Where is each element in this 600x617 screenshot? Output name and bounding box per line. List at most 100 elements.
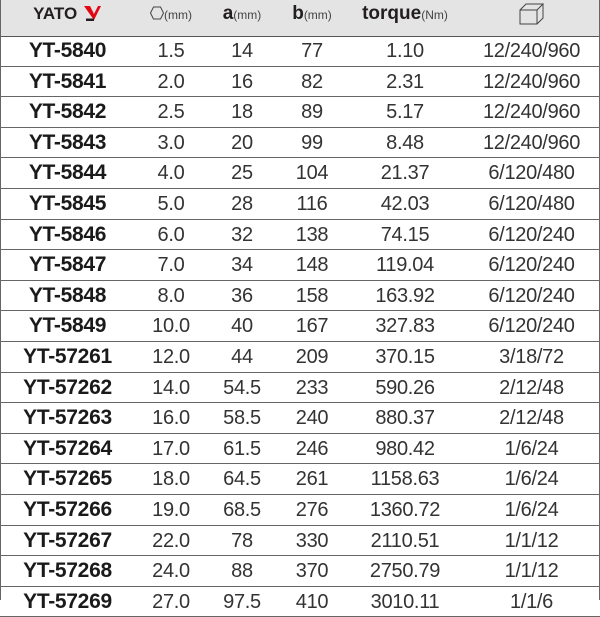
hex-size-cell: 10.0	[152, 315, 190, 338]
torque-unit: (Nm)	[421, 8, 448, 22]
a-size-cell: 58.5	[223, 407, 261, 430]
torque-header: torque(Nm)	[347, 0, 463, 36]
torque-cell: 21.37	[380, 162, 430, 185]
hex-size-cell: 2.5	[157, 101, 185, 124]
a-unit: (mm)	[233, 8, 262, 22]
torque-cell: 980.42	[375, 437, 435, 460]
torque-cell: 8.48	[386, 131, 424, 154]
b-size-cell: 410	[295, 590, 329, 613]
b-size-cell: 246	[295, 437, 329, 460]
package-header	[463, 0, 600, 36]
package-cell: 6/120/480	[488, 193, 575, 215]
table-border-left	[0, 0, 1, 600]
hex-size-cell: 12.0	[152, 346, 190, 368]
torque-label: torque	[362, 3, 422, 24]
model-cell: YT-57263	[23, 406, 112, 430]
package-cell: 6/120/240	[488, 223, 575, 246]
model-cell: YT-5846	[28, 222, 107, 246]
model-cell: YT-5849	[28, 314, 107, 338]
package-cell: 1/1/6	[510, 590, 553, 613]
b-size-cell: 261	[295, 468, 329, 491]
a-size-cell: 18	[231, 101, 253, 124]
a-size-cell: 40	[231, 315, 253, 338]
b-size-cell: 233	[295, 376, 329, 399]
package-cell: 12/240/960	[482, 101, 581, 124]
table-row: YT-5843 3.0 20 99 8.48 12/240/960	[0, 128, 600, 159]
b-label: b	[292, 3, 304, 24]
hex-size-cell: 8.0	[157, 284, 185, 307]
table-row: YT-57267 22.0 78 330 2110.51 1/1/12	[0, 526, 600, 557]
package-cell: 12/240/960	[482, 40, 581, 62]
hex-size-cell: 24.0	[152, 560, 190, 583]
torque-cell: 42.03	[380, 193, 430, 215]
model-cell: YT-5845	[28, 192, 107, 215]
a-size-cell: 16	[231, 70, 253, 93]
a-size-cell: 25	[231, 162, 253, 185]
table-row: YT-5848 8.0 36 158 163.92 6/120/240	[0, 281, 600, 312]
table-row: YT-5841 2.0 16 82 2.31 12/240/960	[0, 67, 600, 98]
package-cell: 6/120/480	[488, 162, 575, 185]
hex-size-cell: 27.0	[152, 590, 190, 613]
model-cell: YT-57266	[23, 498, 112, 521]
table-row: YT-5840 1.5 14 77 1.10 12/240/960	[0, 36, 600, 67]
b-size-cell: 240	[295, 407, 329, 430]
hex-unit: (mm)	[164, 8, 192, 22]
torque-cell: 119.04	[376, 254, 434, 277]
hex-size-cell: 16.0	[152, 407, 190, 430]
package-cell: 12/240/960	[482, 131, 581, 154]
torque-cell: 74.15	[380, 223, 430, 246]
model-cell: YT-57262	[23, 375, 112, 399]
package-cell: 1/1/12	[504, 529, 559, 552]
torque-cell: 880.37	[375, 407, 435, 430]
b-size-cell: 77	[301, 40, 323, 62]
package-cell: 6/120/240	[488, 254, 575, 277]
hex-size-cell: 18.0	[152, 468, 190, 491]
a-size-cell: 32	[231, 223, 253, 246]
model-cell: YT-57267	[23, 528, 112, 552]
hex-size-cell: 14.0	[152, 376, 190, 399]
b-size-cell: 370	[295, 560, 329, 583]
table-row: YT-57261 12.0 44 209 370.15 3/18/72	[0, 342, 600, 373]
hex-size-cell: 19.0	[152, 499, 190, 521]
table-row: YT-57265 18.0 64.5 261 1158.63 1/6/24	[0, 464, 600, 495]
a-size-cell: 44	[231, 346, 253, 368]
model-cell: YT-57268	[23, 559, 112, 583]
b-size-cell: 89	[301, 101, 323, 124]
a-size-cell: 34	[231, 254, 253, 277]
torque-cell: 3010.11	[370, 590, 440, 613]
b-size-cell: 116	[296, 193, 328, 215]
torque-cell: 163.92	[375, 284, 435, 307]
hex-size-cell: 6.0	[157, 223, 185, 246]
model-cell: YT-5847	[28, 253, 107, 277]
b-header: b(mm)	[277, 0, 347, 36]
a-size-cell: 64.5	[223, 468, 261, 491]
a-size-cell: 88	[231, 560, 253, 583]
package-cell: 1/6/24	[504, 499, 559, 521]
package-cell: 6/120/240	[488, 315, 575, 338]
a-size-cell: 54.5	[223, 376, 261, 399]
model-cell: YT-5840	[28, 39, 107, 62]
brand-name: YATO	[33, 4, 78, 23]
table-row: YT-5844 4.0 25 104 21.37 6/120/480	[0, 158, 600, 189]
model-cell: YT-57269	[23, 589, 112, 613]
table-row: YT-57266 19.0 68.5 276 1360.72 1/6/24	[0, 495, 600, 526]
torque-cell: 1360.72	[369, 499, 441, 521]
hexagon-icon	[149, 6, 165, 20]
a-label: a	[222, 3, 234, 24]
package-cell: 12/240/960	[482, 70, 581, 93]
a-size-cell: 14	[231, 40, 253, 62]
table-row: YT-57269 27.0 97.5 410 3010.11 1/1/6	[0, 587, 600, 617]
torque-cell: 1158.63	[370, 468, 440, 491]
hex-size-cell: 1.5	[157, 40, 185, 62]
a-size-cell: 36	[231, 284, 253, 307]
b-size-cell: 209	[295, 346, 329, 368]
model-cell: YT-57265	[23, 467, 112, 491]
table-row: YT-5846 6.0 32 138 74.15 6/120/240	[0, 220, 600, 251]
hex-size-cell: 5.0	[157, 193, 185, 215]
model-cell: YT-5844	[28, 161, 107, 185]
b-size-cell: 99	[301, 131, 323, 154]
a-size-cell: 78	[231, 529, 253, 552]
hex-size-cell: 3.0	[157, 131, 185, 154]
table-row: YT-57268 24.0 88 370 2750.79 1/1/12	[0, 556, 600, 587]
table-row: YT-57264 17.0 61.5 246 980.42 1/6/24	[0, 434, 600, 465]
